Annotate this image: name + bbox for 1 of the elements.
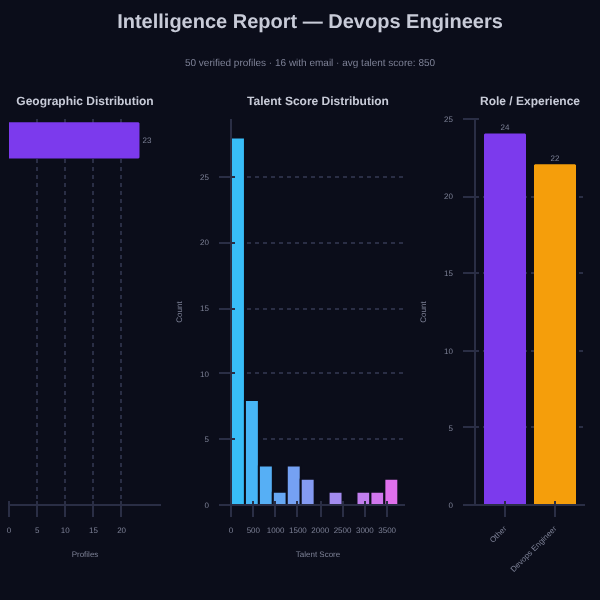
text: Intelligence Report — Devops Engineers: [117, 10, 503, 38]
